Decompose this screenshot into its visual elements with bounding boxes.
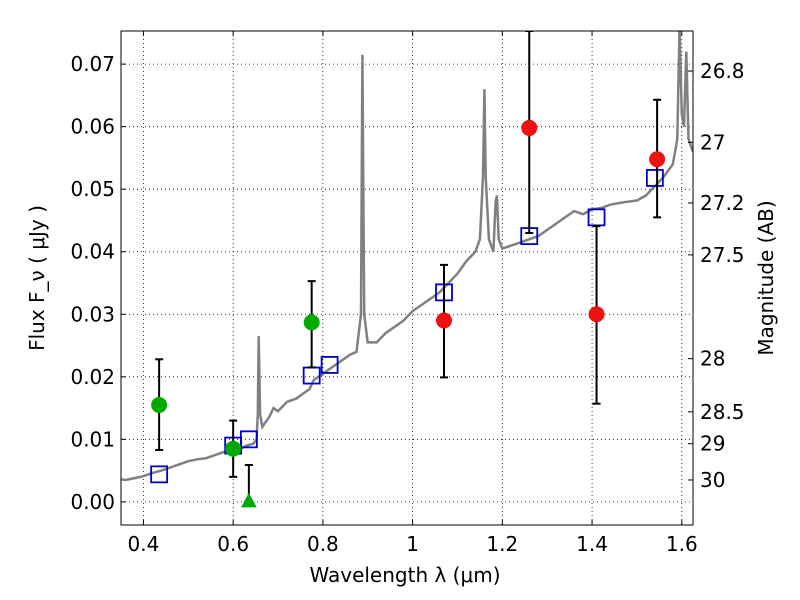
model-photometry-square <box>239 430 258 449</box>
magnitude-tick-label: 27.5 <box>700 243 745 267</box>
magnitude-tick-label: 28 <box>700 347 725 371</box>
x-tick-label: 1.6 <box>666 532 698 556</box>
y-tick-label: 0.05 <box>70 177 115 201</box>
upper-limit-triangle <box>241 492 257 508</box>
magnitude-tick-label: 26.8 <box>700 59 745 83</box>
model-photometry-square <box>150 465 169 484</box>
plot-area <box>121 31 693 508</box>
x-tick-label: 0.4 <box>128 532 160 556</box>
y-tick-label: 0.03 <box>70 302 115 326</box>
model-photometry-square <box>320 356 339 374</box>
y-axis-title-left: Flux F_ν ( μJy ) <box>25 205 49 351</box>
x-tick-label: 1 <box>406 532 419 556</box>
y-tick-label: 0.04 <box>70 240 115 264</box>
observed-flux-point <box>436 312 453 329</box>
observed-flux-point <box>588 306 605 323</box>
x-tick-label: 0.6 <box>217 532 249 556</box>
magnitude-tick-label: 28.5 <box>700 400 745 424</box>
y-tick-label: 0.02 <box>70 365 115 389</box>
axis-ticks: 0.4 0.6 0.8 1 1.2 1.4 1.6 0.00 0.01 0.02 0.03 0.04 0… <box>70 31 745 556</box>
observed-flux-point <box>303 314 320 331</box>
y-tick-label: 0.07 <box>70 52 115 76</box>
model-photometry-square <box>645 169 664 187</box>
magnitude-tick-label: 29 <box>700 432 725 456</box>
observed-flux-point <box>151 396 168 413</box>
x-tick-label: 1.2 <box>486 532 518 556</box>
plot-frame <box>120 30 694 526</box>
x-tick-label: 0.8 <box>307 532 339 556</box>
magnitude-tick-label: 27 <box>700 130 725 154</box>
x-tick-label: 1.4 <box>576 532 608 556</box>
x-axis-title: Wavelength λ (μm) <box>309 563 500 587</box>
y-tick-label: 0.00 <box>70 490 115 514</box>
observed-flux-point <box>649 151 666 168</box>
data-markers <box>150 31 666 508</box>
y-tick-label: 0.06 <box>70 115 115 139</box>
y-axis-title-right: Magnitude (AB) <box>754 200 778 355</box>
magnitude-tick-label: 30 <box>700 468 725 492</box>
observed-flux-point <box>225 440 242 457</box>
magnitude-tick-label: 27.2 <box>700 191 745 215</box>
y-tick-label: 0.01 <box>70 427 115 451</box>
observed-flux-point <box>521 119 538 136</box>
